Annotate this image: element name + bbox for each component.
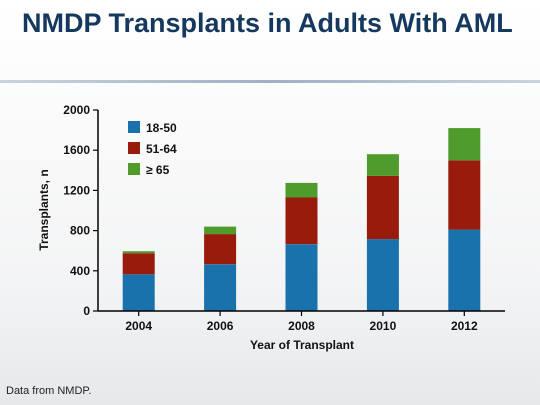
axes-layer: 0 400 800 1200 1600 2000 2004 2006 2008 2010 2012 [63, 103, 505, 333]
bar-2010-series-2 [366, 175, 399, 240]
bars-layer [122, 128, 481, 311]
y-tick-label: 1200 [63, 183, 90, 197]
bar-2006-series-2 [204, 234, 237, 265]
y-tick-label: 400 [70, 264, 90, 278]
x-tick-label: 2004 [125, 319, 152, 333]
bar-2012-series-1 [448, 229, 481, 311]
bar-2006-series-1 [204, 264, 237, 311]
bar-2008-series-2 [285, 197, 318, 245]
legend-swatch-3 [128, 163, 140, 175]
bar-2004-series-1 [122, 274, 155, 311]
bar-2004-series-2 [122, 253, 155, 275]
x-tick-label: 2008 [288, 319, 315, 333]
legend-label-1: 18-50 [146, 121, 177, 135]
slide-title: NMDP Transplants in Adults With AML [22, 8, 513, 38]
data-source-footnote: Data from NMDP. [6, 385, 92, 397]
bar-2008-series-3 [285, 182, 318, 198]
y-tick-label: 800 [70, 224, 90, 238]
x-tick-label: 2006 [207, 319, 234, 333]
bar-2012-series-3 [448, 128, 481, 161]
legend: 18-50 51-64 ≥ 65 [128, 121, 177, 177]
bar-2004-series-3 [122, 251, 155, 254]
x-axis-title: Year of Transplant [250, 338, 354, 352]
title-divider [0, 80, 540, 83]
legend-swatch-1 [128, 121, 140, 133]
legend-swatch-2 [128, 142, 140, 154]
legend-label-2: 51-64 [146, 142, 177, 156]
x-tick-label: 2012 [451, 319, 478, 333]
bar-2006-series-3 [204, 226, 237, 235]
y-tick-label: 0 [83, 304, 90, 318]
y-tick-label: 2000 [63, 103, 90, 117]
bar-2010-series-1 [366, 239, 399, 311]
x-tick-label: 2010 [370, 319, 397, 333]
bar-2012-series-2 [448, 160, 481, 230]
bar-2008-series-1 [285, 244, 318, 311]
y-tick-label: 1600 [63, 143, 90, 157]
y-axis-title: Transplants, n [37, 169, 51, 250]
bar-2010-series-3 [366, 154, 399, 176]
legend-label-3: ≥ 65 [146, 163, 170, 177]
